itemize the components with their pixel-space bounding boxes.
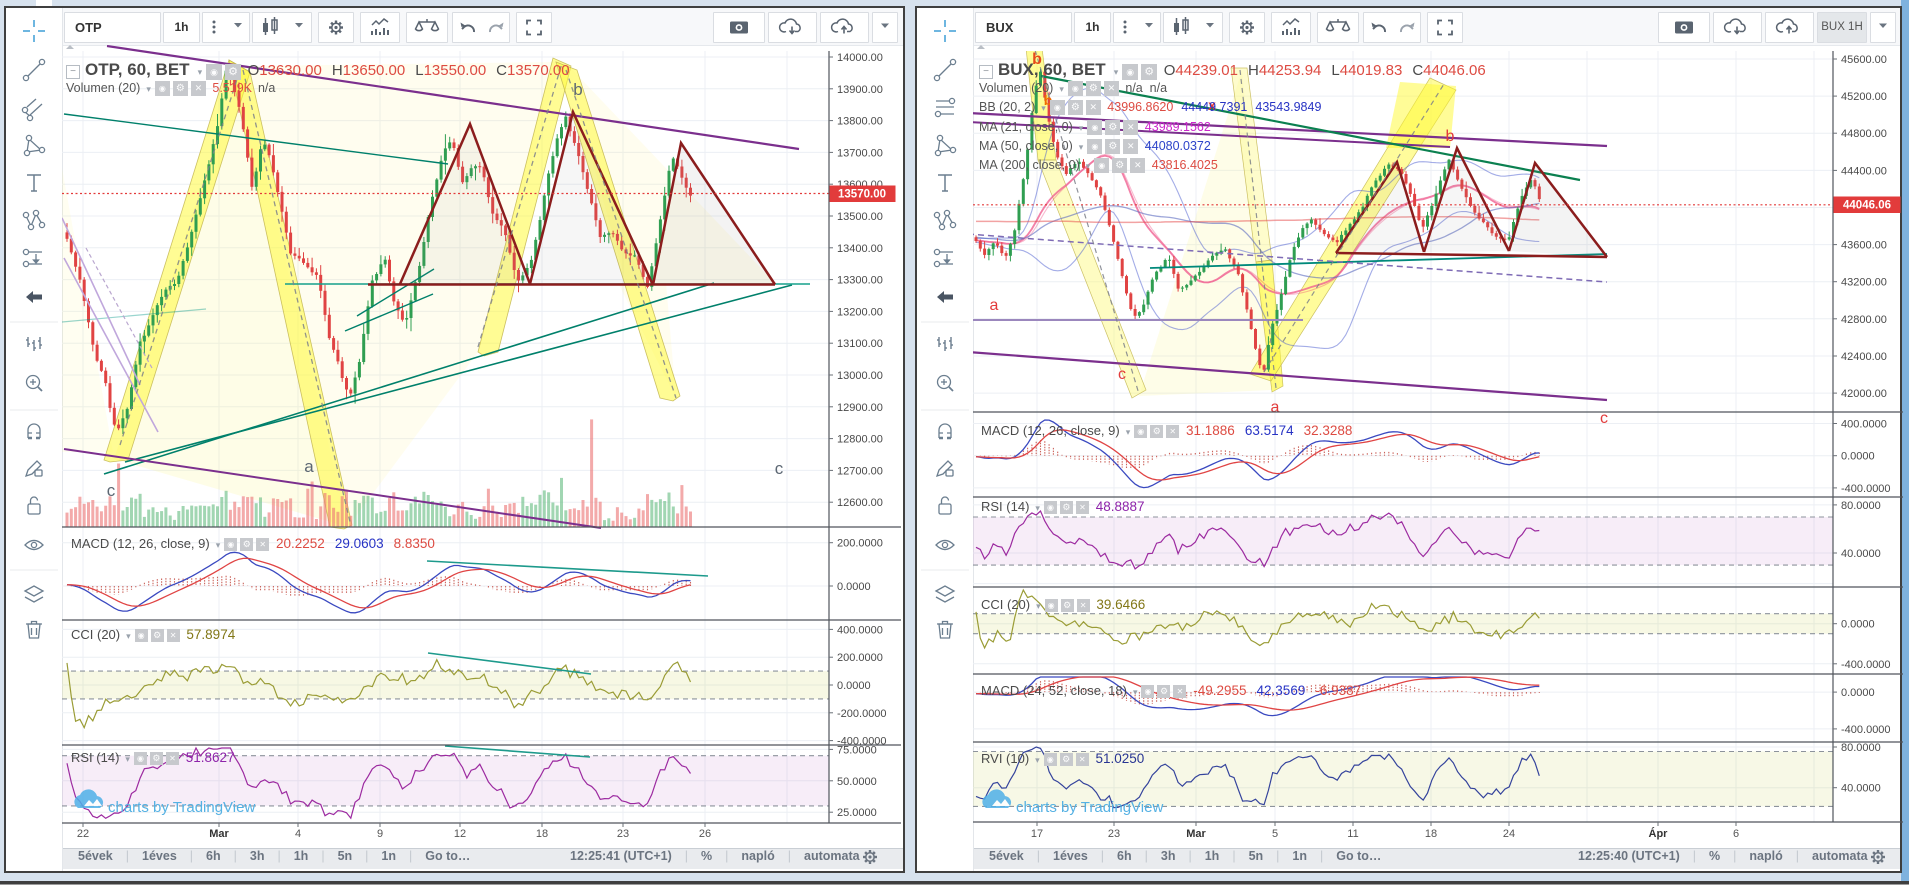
svg-text:11: 11 (1347, 828, 1358, 840)
svg-text:12700.00: 12700.00 (837, 465, 883, 477)
svg-text:Mar: Mar (1186, 828, 1206, 840)
svg-text:c: c (1600, 410, 1608, 427)
svg-text:13800.00: 13800.00 (837, 116, 883, 128)
svg-text:45600.00: 45600.00 (1841, 54, 1887, 66)
svg-text:0.0000: 0.0000 (1841, 451, 1875, 463)
svg-text:-400.0000: -400.0000 (837, 736, 887, 748)
svg-text:43600.00: 43600.00 (1841, 240, 1887, 252)
svg-text:13570.00: 13570.00 (838, 189, 886, 201)
svg-text:12: 12 (454, 828, 466, 840)
svg-text:5: 5 (1272, 828, 1278, 840)
svg-text:40.0000: 40.0000 (1841, 783, 1881, 795)
svg-text:400.0000: 400.0000 (1841, 419, 1887, 431)
svg-text:0.0000: 0.0000 (837, 680, 871, 692)
svg-text:23: 23 (617, 828, 629, 840)
svg-text:42400.00: 42400.00 (1841, 351, 1887, 363)
svg-text:18: 18 (536, 828, 548, 840)
svg-text:-400.0000: -400.0000 (1841, 724, 1891, 736)
svg-text:13300.00: 13300.00 (837, 275, 883, 287)
svg-text:200.0000: 200.0000 (837, 538, 883, 550)
svg-text:4: 4 (295, 828, 301, 840)
svg-text:25.0000: 25.0000 (837, 807, 877, 819)
svg-text:Mar: Mar (209, 828, 229, 840)
svg-text:75.0000: 75.0000 (837, 744, 877, 756)
svg-text:14000.00: 14000.00 (837, 52, 883, 64)
svg-text:12900.00: 12900.00 (837, 402, 883, 414)
svg-text:charts by TradingView: charts by TradingView (108, 799, 255, 816)
svg-text:0.0000: 0.0000 (1841, 687, 1875, 699)
svg-text:44400.00: 44400.00 (1841, 165, 1887, 177)
svg-text:43200.00: 43200.00 (1841, 277, 1887, 289)
svg-text:42000.00: 42000.00 (1841, 388, 1887, 400)
svg-text:200.0000: 200.0000 (837, 652, 883, 664)
svg-text:6: 6 (1733, 828, 1739, 840)
svg-text:Ápr: Ápr (1649, 827, 1669, 840)
svg-text:13100.00: 13100.00 (837, 338, 883, 350)
svg-text:26: 26 (699, 828, 711, 840)
svg-text:42800.00: 42800.00 (1841, 314, 1887, 326)
svg-text:charts by TradingView: charts by TradingView (1016, 799, 1163, 816)
svg-text:13200.00: 13200.00 (837, 306, 883, 318)
svg-text:13400.00: 13400.00 (837, 243, 883, 255)
svg-text:22: 22 (77, 828, 89, 840)
svg-text:c: c (1118, 366, 1126, 383)
svg-text:-200.0000: -200.0000 (837, 708, 887, 720)
svg-text:80.0000: 80.0000 (1841, 742, 1881, 754)
svg-text:b: b (1044, 92, 1053, 108)
svg-text:c: c (775, 459, 784, 478)
svg-text:13900.00: 13900.00 (837, 84, 883, 96)
svg-text:0.0000: 0.0000 (1841, 619, 1875, 631)
svg-text:45200.00: 45200.00 (1841, 91, 1887, 103)
svg-text:b: b (1032, 51, 1042, 68)
svg-text:13000.00: 13000.00 (837, 370, 883, 382)
svg-text:a: a (990, 297, 999, 314)
svg-text:40.0000: 40.0000 (1841, 548, 1881, 560)
svg-text:-400.0000: -400.0000 (1841, 659, 1891, 671)
svg-text:80.0000: 80.0000 (1841, 500, 1881, 512)
svg-text:18: 18 (1425, 828, 1437, 840)
svg-text:44046.06: 44046.06 (1843, 200, 1891, 212)
svg-text:17: 17 (1031, 828, 1043, 840)
svg-text:23: 23 (1108, 828, 1120, 840)
svg-text:c: c (107, 481, 116, 500)
svg-text:-400.0000: -400.0000 (1841, 483, 1891, 495)
svg-text:13700.00: 13700.00 (837, 147, 883, 159)
svg-text:9: 9 (377, 828, 383, 840)
svg-text:12600.00: 12600.00 (837, 497, 883, 509)
svg-text:a: a (304, 457, 314, 476)
svg-text:b: b (573, 80, 582, 99)
svg-text:12800.00: 12800.00 (837, 434, 883, 446)
svg-text:400.0000: 400.0000 (837, 624, 883, 636)
svg-text:44800.00: 44800.00 (1841, 128, 1887, 140)
svg-text:50.0000: 50.0000 (837, 776, 877, 788)
svg-text:x: x (1208, 97, 1216, 113)
svg-text:a: a (1271, 399, 1280, 416)
svg-text:0.0000: 0.0000 (837, 581, 871, 593)
svg-text:24: 24 (1503, 828, 1515, 840)
svg-text:b: b (1446, 128, 1455, 145)
svg-text:13500.00: 13500.00 (837, 211, 883, 223)
